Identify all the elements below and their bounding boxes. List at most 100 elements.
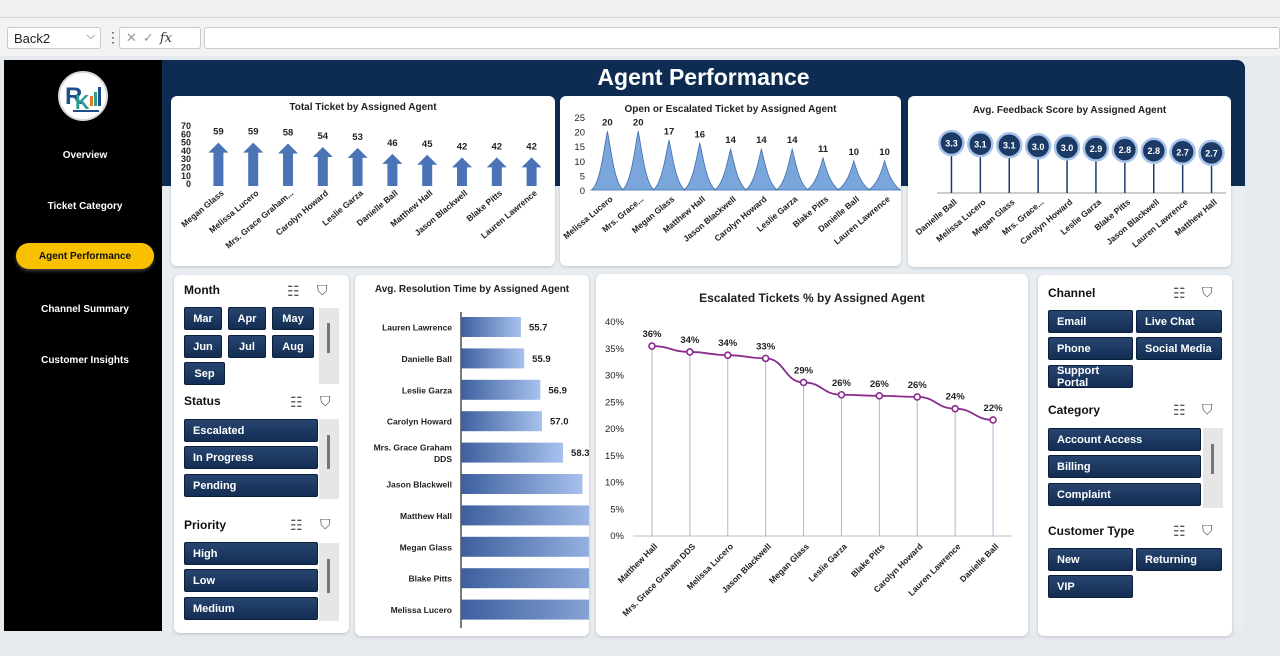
nav-agent-performance[interactable]: Agent Performance (16, 243, 154, 269)
data-label: 3.1 (974, 140, 987, 150)
bar (461, 599, 589, 620)
bar (452, 157, 472, 186)
priority-scrollbar[interactable] (319, 543, 339, 621)
peak (774, 147, 810, 191)
channel-option[interactable]: Email (1048, 310, 1133, 333)
category-option[interactable]: Account Access (1048, 428, 1201, 451)
clear-filter-icon[interactable]: ⛉ (1202, 401, 1213, 417)
confirm-icon[interactable]: ✓ (142, 30, 160, 45)
priority-option[interactable]: Low (184, 569, 318, 592)
y-tick-label: Megan Glass (400, 542, 453, 552)
month-option[interactable]: Sep (184, 362, 225, 385)
y-tick-label: Matthew Hall (400, 511, 452, 521)
channel-option[interactable]: Live Chat (1136, 310, 1222, 333)
y-tick-label: 70 (181, 121, 191, 131)
customer-type-option[interactable]: New (1048, 548, 1133, 571)
month-scrollbar[interactable] (319, 308, 339, 384)
peak (682, 141, 718, 191)
clear-filter-icon[interactable]: ⛉ (1202, 522, 1213, 538)
point (837, 390, 846, 399)
fx-icon[interactable]: fx (159, 31, 172, 46)
y-tick-label: Blake Pitts (409, 574, 453, 584)
feedback-score-card[interactable]: Avg. Feedback Score by Assigned Agent 3.… (908, 96, 1231, 267)
month-option[interactable]: Aug (272, 335, 314, 358)
data-label: 29% (794, 365, 814, 376)
data-label: 24% (946, 392, 966, 403)
more-options-icon[interactable]: ⋮ (106, 29, 120, 45)
bar (461, 536, 589, 557)
page-title: Agent Performance (597, 64, 810, 90)
status-option[interactable]: Escalated (184, 419, 318, 442)
marker (996, 131, 1023, 159)
customer-type-option[interactable]: Returning (1136, 548, 1222, 571)
nav-channel-summary[interactable]: Channel Summary (41, 303, 129, 315)
formula-input[interactable] (204, 27, 1280, 49)
multi-select-icon[interactable]: ☷ (290, 394, 303, 410)
nav-ticket-category[interactable]: Ticket Category (47, 200, 123, 212)
clear-filter-icon[interactable]: ⛉ (317, 282, 328, 298)
data-label: 20 (633, 118, 644, 129)
marker (1053, 134, 1081, 161)
peak (743, 147, 779, 191)
chart-title: Escalated Tickets % by Assigned Agent (699, 291, 925, 305)
data-label: 17 (664, 126, 675, 137)
bar (521, 157, 542, 186)
chevron-down-icon[interactable]: ⌵ (86, 30, 95, 42)
svg-text:K: K (75, 92, 90, 114)
clear-filter-icon[interactable]: ⛉ (320, 393, 331, 409)
multi-select-icon[interactable]: ☷ (1173, 523, 1186, 539)
point (723, 351, 732, 359)
point (648, 342, 656, 350)
bar (278, 143, 298, 186)
bar (461, 568, 589, 589)
channel-option[interactable]: Social Media (1136, 337, 1222, 360)
multi-select-icon[interactable]: ☷ (287, 283, 300, 299)
month-option[interactable]: May (272, 307, 314, 330)
category-option[interactable]: Billing (1048, 455, 1201, 478)
total-ticket-card[interactable]: Total Ticket by Assigned Agent 70 60 50 40 3… (171, 96, 555, 266)
data-label: 34% (680, 335, 700, 346)
name-box[interactable]: Back2 ⌵ (7, 27, 101, 49)
data-label: 14 (787, 135, 798, 146)
clear-filter-icon[interactable]: ⛉ (1202, 284, 1213, 300)
point (913, 393, 922, 401)
month-option[interactable]: Mar (184, 307, 222, 330)
status-option[interactable]: Pending (184, 474, 318, 497)
month-option[interactable]: Jul (228, 335, 266, 358)
peak (805, 156, 841, 191)
data-label: 59 (213, 127, 224, 138)
status-option[interactable]: In Progress (184, 446, 318, 469)
channel-option[interactable]: Phone (1048, 337, 1133, 360)
chart-title: Open or Escalated Ticket by Assigned Age… (624, 104, 837, 115)
month-option[interactable]: Jun (184, 335, 222, 358)
bar (461, 442, 564, 463)
data-label: 16 (695, 129, 706, 140)
resolution-time-card[interactable]: Avg. Resolution Time by Assigned Agent 5… (355, 275, 589, 636)
multi-select-icon[interactable]: ☷ (1173, 402, 1186, 418)
category-scrollbar[interactable] (1203, 428, 1223, 508)
priority-option[interactable]: High (184, 542, 318, 565)
chart-title: Avg. Feedback Score by Assigned Agent (972, 105, 1167, 116)
month-slicer-title: Month (184, 283, 220, 297)
open-escalated-card[interactable]: Open or Escalated Ticket by Assigned Age… (560, 96, 901, 266)
multi-select-icon[interactable]: ☷ (290, 517, 303, 533)
x-tick-label: Lauren Lawrence (832, 194, 892, 247)
escalated-percent-chart: 40%35%30%25%20%15%10%5%0%36%Matthew Hall… (605, 317, 1012, 618)
multi-select-icon[interactable]: ☷ (1173, 285, 1186, 301)
escalated-percent-card[interactable]: Escalated Tickets % by Assigned Agent 40… (596, 274, 1028, 636)
x-tick-label: Mrs. Grace Graham DDS (620, 541, 697, 618)
chart-title: Total Ticket by Assigned Agent (289, 102, 437, 113)
clear-filter-icon[interactable]: ⛉ (320, 516, 331, 532)
cancel-icon[interactable]: ✕ (126, 30, 143, 45)
channel-option[interactable]: Support Portal (1048, 365, 1133, 389)
peak (867, 159, 901, 191)
nav-customer-insights[interactable]: Customer Insights (41, 354, 129, 366)
data-label: 3.0 (1032, 142, 1045, 152)
status-scrollbar[interactable] (319, 419, 339, 499)
nav-overview[interactable]: Overview (62, 149, 108, 161)
category-option[interactable]: Complaint (1048, 483, 1201, 506)
month-option[interactable]: Apr (228, 307, 266, 330)
priority-option[interactable]: Medium (184, 597, 318, 620)
customer-type-option[interactable]: VIP (1048, 575, 1133, 598)
